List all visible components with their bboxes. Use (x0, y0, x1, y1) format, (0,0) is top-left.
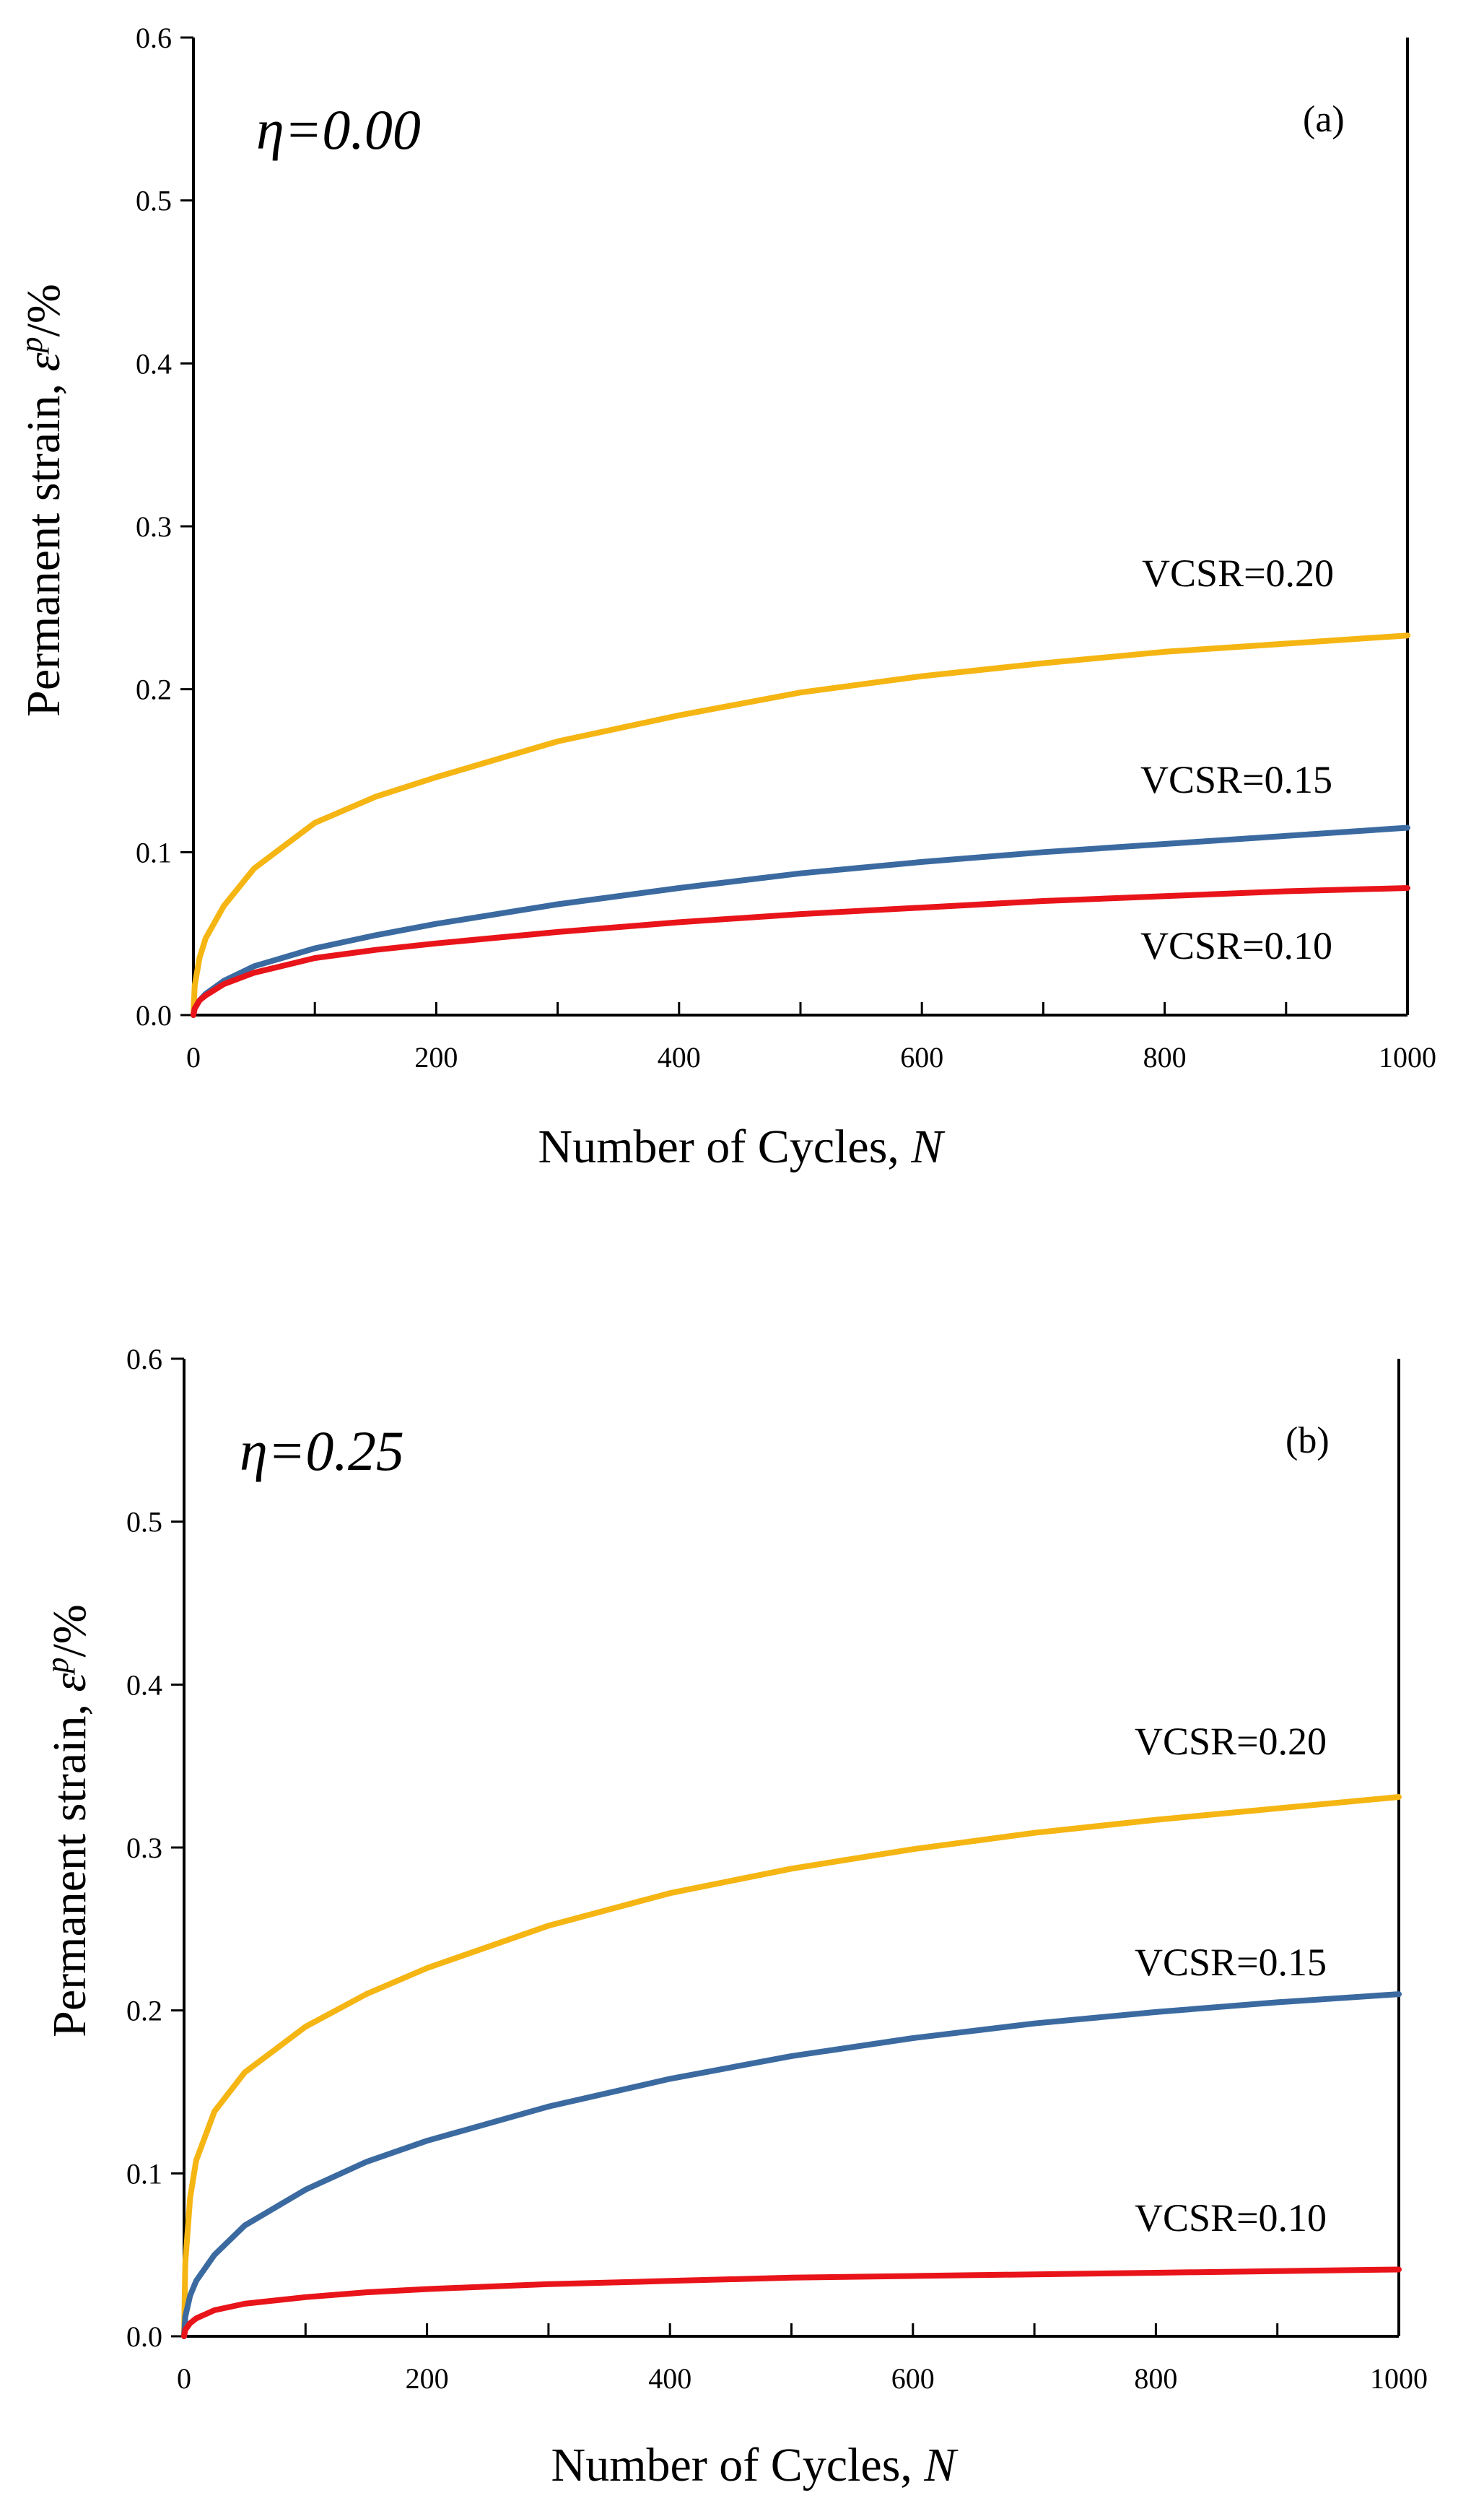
x-axis-title-b: Number of Cycles, N (551, 2439, 959, 2492)
y-tick-label-a: 0.6 (136, 22, 172, 54)
x-tick-label-b: 0 (177, 2362, 191, 2395)
chart-panel-b: 0 200 400 600 800 1000 0.0 0.1 0.2 0.3 0.4 0.5 0.6 η… (40, 1343, 1428, 2492)
y-tick-label-b: 0.3 (126, 1832, 162, 1864)
y-tick-label-a: 0.0 (136, 999, 172, 1032)
series-label-vcsr-010-b: VCSR=0.10 (1135, 2196, 1327, 2240)
x-tick-label-b: 400 (648, 2362, 691, 2395)
y-tick-label-a: 0.5 (136, 185, 172, 217)
x-tick-label-a: 600 (900, 1041, 943, 1074)
series-label-vcsr-015-a: VCSR=0.15 (1140, 758, 1332, 801)
eta-annotation-a: η=0.00 (256, 98, 421, 161)
panel-tag-b: (b) (1286, 1420, 1330, 1461)
x-tick-label-a: 0 (186, 1041, 201, 1074)
series-label-vcsr-015-b: VCSR=0.15 (1135, 1941, 1327, 1984)
y-tick-label-b: 0.0 (126, 2320, 162, 2353)
y-axis-title-b: Permanent strain, εp/% (40, 1604, 97, 2037)
y-tick-label-b: 0.5 (126, 1506, 162, 1539)
series-line-vcsr-0-15-a (191, 824, 1410, 1018)
series-line-vcsr-0-20-a (191, 632, 1410, 1018)
x-tick-label-a: 1000 (1379, 1041, 1436, 1074)
y-tick-label-a: 0.4 (136, 347, 172, 380)
series-line-vcsr-0-15-b (181, 1991, 1402, 2339)
eta-annotation-b: η=0.25 (240, 1419, 404, 1482)
x-tick-label-b: 800 (1134, 2362, 1177, 2395)
x-tick-label-b: 1000 (1370, 2362, 1428, 2395)
series-line-vcsr-0-10-b (181, 2266, 1402, 2339)
y-axis-title-a: Permanent strain, εp/% (14, 284, 71, 717)
series-label-vcsr-020-b: VCSR=0.20 (1135, 1720, 1327, 1763)
x-tick-label-a: 800 (1143, 1041, 1187, 1074)
chart-panel-a: 0 200 400 600 800 1000 0.0 0.1 0.2 0.3 0.4 0.5 0.6 η… (14, 22, 1437, 1173)
y-tick-label-b: 0.1 (126, 2157, 162, 2190)
y-tick-label-a: 0.1 (136, 836, 172, 869)
x-tick-label-b: 600 (891, 2362, 935, 2395)
y-tick-label-a: 0.3 (136, 510, 172, 543)
x-tick-label-b: 200 (406, 2362, 449, 2395)
plot-area-b: 0 200 400 600 800 1000 0.0 0.1 0.2 0.3 0.4 0.5 0.6 (126, 1343, 1428, 2395)
series-label-vcsr-010-a: VCSR=0.10 (1140, 924, 1332, 967)
x-tick-label-a: 200 (414, 1041, 458, 1074)
y-tick-label-a: 0.2 (136, 674, 172, 706)
y-tick-label-b: 0.2 (126, 1995, 162, 2027)
series-line-vcsr-0-20-b (181, 1794, 1402, 2339)
plot-area-a: 0 200 400 600 800 1000 0.0 0.1 0.2 0.3 0.4 0.5 0.6 (136, 22, 1436, 1074)
panel-tag-a: (a) (1303, 99, 1345, 140)
y-tick-label-b: 0.4 (126, 1668, 162, 1701)
x-axis-title-a: Number of Cycles, N (538, 1120, 946, 1173)
series-label-vcsr-020-a: VCSR=0.20 (1142, 552, 1334, 595)
x-tick-label-a: 400 (658, 1041, 701, 1074)
series-line-vcsr-0-10-a (191, 885, 1410, 1018)
y-tick-label-b: 0.6 (126, 1343, 162, 1375)
